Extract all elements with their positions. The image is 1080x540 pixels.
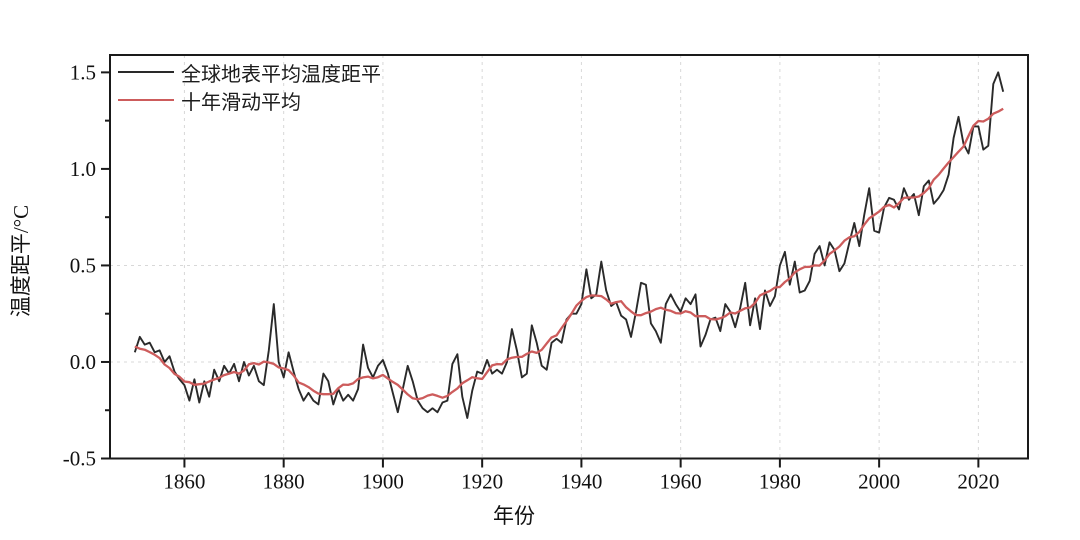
y-tick-label: 0.5 xyxy=(70,253,96,277)
x-tick-label: 1980 xyxy=(759,470,801,494)
legend: 全球地表平均温度距平 十年滑动平均 xyxy=(118,58,381,114)
y-tick-label: 1.5 xyxy=(70,60,96,84)
y-axis-title: 温度距平/°C xyxy=(9,204,33,318)
x-tick-label: 1900 xyxy=(362,470,404,494)
smoothed-series-line-icon xyxy=(118,99,174,101)
y-tick-label: 0.0 xyxy=(70,350,96,374)
legend-item-annual: 全球地表平均温度距平 xyxy=(118,58,381,86)
plot-frame xyxy=(109,54,1029,460)
x-tick-label: 1940 xyxy=(560,470,602,494)
legend-item-smoothed: 十年滑动平均 xyxy=(118,86,381,114)
x-axis-title: 年份 xyxy=(493,504,535,528)
moving-average-line xyxy=(134,107,1004,401)
x-tick-label: 1920 xyxy=(461,470,503,494)
y-tick-label: -0.5 xyxy=(63,447,96,471)
annual-temperature-line xyxy=(133,71,1005,419)
x-tick-label: 2000 xyxy=(858,470,900,494)
x-tick-label: 1960 xyxy=(660,470,702,494)
legend-label-smoothed: 十年滑动平均 xyxy=(181,91,301,114)
legend-label-annual: 全球地表平均温度距平 xyxy=(181,63,381,86)
x-tick-label: 2020 xyxy=(957,470,999,494)
x-tick-label: 1860 xyxy=(163,470,205,494)
annual-series-line-icon xyxy=(118,71,174,73)
y-tick-label: 1.0 xyxy=(70,157,96,181)
x-tick-label: 1880 xyxy=(263,470,305,494)
